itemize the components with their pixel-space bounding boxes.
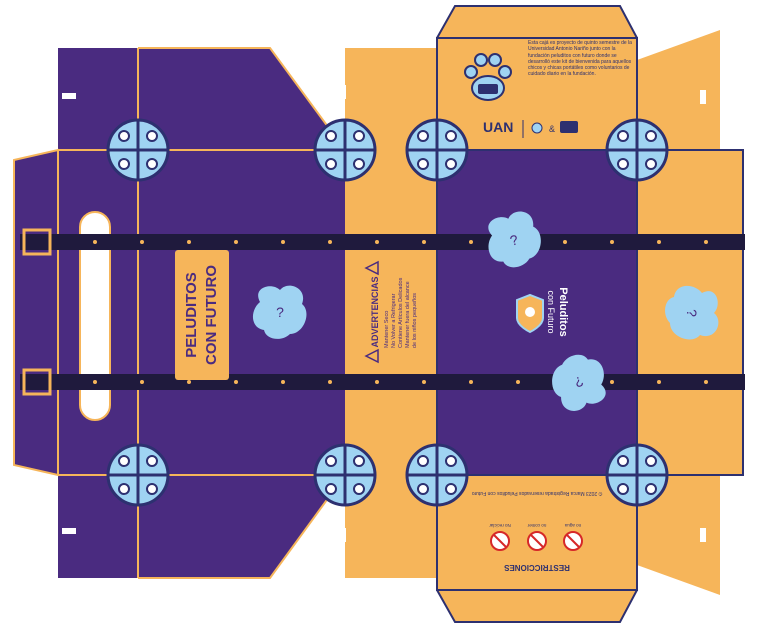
strap-rivet — [563, 240, 567, 244]
strap-rivet — [375, 380, 379, 384]
svg-text:?: ? — [508, 231, 520, 249]
bottom-strap — [20, 374, 745, 390]
right-top-flap — [637, 30, 720, 150]
brand-label-line2: CON FUTURO — [203, 265, 220, 365]
advertencia-item: Mantener fuera del alcance — [405, 281, 411, 348]
advertencias-title: ADVERTENCIAS — [370, 276, 380, 347]
left-outer-flap-bottom — [58, 475, 138, 578]
uan-logo: UAN — [483, 119, 513, 135]
corner-circle — [605, 443, 669, 507]
strap-rivet — [610, 240, 614, 244]
advertencias-list: Mantener Seco No Volver a Refrigerar Con… — [384, 277, 418, 348]
strap-rivet — [657, 240, 661, 244]
bottom-buckle — [22, 368, 52, 396]
strap-rivet — [328, 380, 332, 384]
strap-rivet — [93, 240, 97, 244]
strap-rivet — [234, 240, 238, 244]
dog-head-icon-center-top: ? — [488, 211, 541, 268]
strap-rivet — [187, 240, 191, 244]
legal-text: © 2023 Marca Registrada reservados Pelud… — [472, 490, 603, 497]
left-outer-flap — [58, 48, 138, 150]
advertencias-panel — [345, 150, 437, 475]
left-tuck-panel — [14, 150, 58, 475]
outline-lines — [436, 5, 744, 623]
restriction-labels: No reciclar no comer no agua — [489, 523, 581, 528]
strap-rivet — [281, 380, 285, 384]
strap-rivet — [704, 240, 708, 244]
paw-icon — [464, 53, 512, 101]
top-buckle — [22, 228, 52, 256]
corner-circles — [106, 118, 669, 507]
corner-circle — [405, 118, 469, 182]
handle-cutout — [79, 211, 111, 421]
strap-rivets — [93, 240, 708, 384]
center-brand-line1: Peluditos — [557, 287, 569, 337]
corner-circle — [605, 118, 669, 182]
partner-logo — [560, 121, 578, 133]
strap-rivet — [469, 240, 473, 244]
restriction-label: no agua — [564, 523, 581, 528]
corner-circle — [313, 443, 377, 507]
svg-text:?: ? — [276, 304, 284, 320]
right-bottom-flap — [637, 475, 720, 595]
corner-circle — [106, 118, 170, 182]
corner-circle — [313, 118, 377, 182]
advertencias-top-flap — [345, 48, 437, 150]
svg-text:?: ? — [684, 309, 700, 317]
dog-head-icon-center-bottom: ? — [552, 354, 606, 411]
strap-rivet — [422, 380, 426, 384]
left-main-panel — [138, 150, 345, 475]
brand-label-line1: PELUDITOS — [183, 272, 200, 358]
strap-rivet — [610, 380, 614, 384]
strap-rivet — [140, 240, 144, 244]
dog-head-icon-right: ? — [665, 286, 719, 340]
advertencias-bottom-flap — [345, 475, 437, 578]
lid-description: Esta cajá es proyecto de quinto semestre… — [528, 40, 632, 78]
corner-circle — [106, 443, 170, 507]
strap-rivet — [704, 380, 708, 384]
warning-icon — [364, 260, 379, 364]
top-lid-tab — [437, 6, 637, 38]
legal-text-group: © 2023 Marca Registrada reservados Pelud… — [472, 490, 603, 497]
strap-rivet — [469, 380, 473, 384]
strap-rivet — [328, 240, 332, 244]
restricciones-title: RESTRICCIONES — [503, 563, 569, 572]
restriction-icons — [490, 531, 583, 551]
strap-rivet — [187, 380, 191, 384]
strap-rivet — [140, 380, 144, 384]
brand-label-box — [175, 250, 229, 380]
fundacion-logo — [531, 122, 543, 134]
strap-rivet — [234, 380, 238, 384]
left-main-bottom-flap — [138, 475, 345, 578]
left-main-top-flap — [138, 48, 345, 150]
strap-rivet — [93, 380, 97, 384]
restriction-label: No reciclar — [489, 523, 511, 528]
brand-badge-icon — [516, 293, 544, 334]
center-brand-line2: con Futuro — [546, 290, 556, 333]
dog-head-icon: ? — [252, 285, 307, 339]
strap-rivet — [516, 380, 520, 384]
advertencia-item: de los niños pequeños — [412, 293, 418, 348]
advertencia-item: Contiene Artículos Delicados — [398, 277, 404, 348]
corner-circle — [405, 443, 469, 507]
top-strap — [20, 234, 745, 250]
slot-marks — [62, 85, 706, 542]
strap-rivet — [375, 240, 379, 244]
bottom-lid-tab — [437, 590, 637, 622]
advertencia-item: Mantener Seco — [384, 311, 390, 348]
ampersand: & — [549, 124, 555, 134]
strap-rivet — [657, 380, 661, 384]
advertencia-item: No Volver a Refrigerar — [391, 293, 397, 348]
restriction-label: no comer — [527, 523, 546, 528]
strap-rivet — [281, 240, 285, 244]
strap-rivet — [422, 240, 426, 244]
